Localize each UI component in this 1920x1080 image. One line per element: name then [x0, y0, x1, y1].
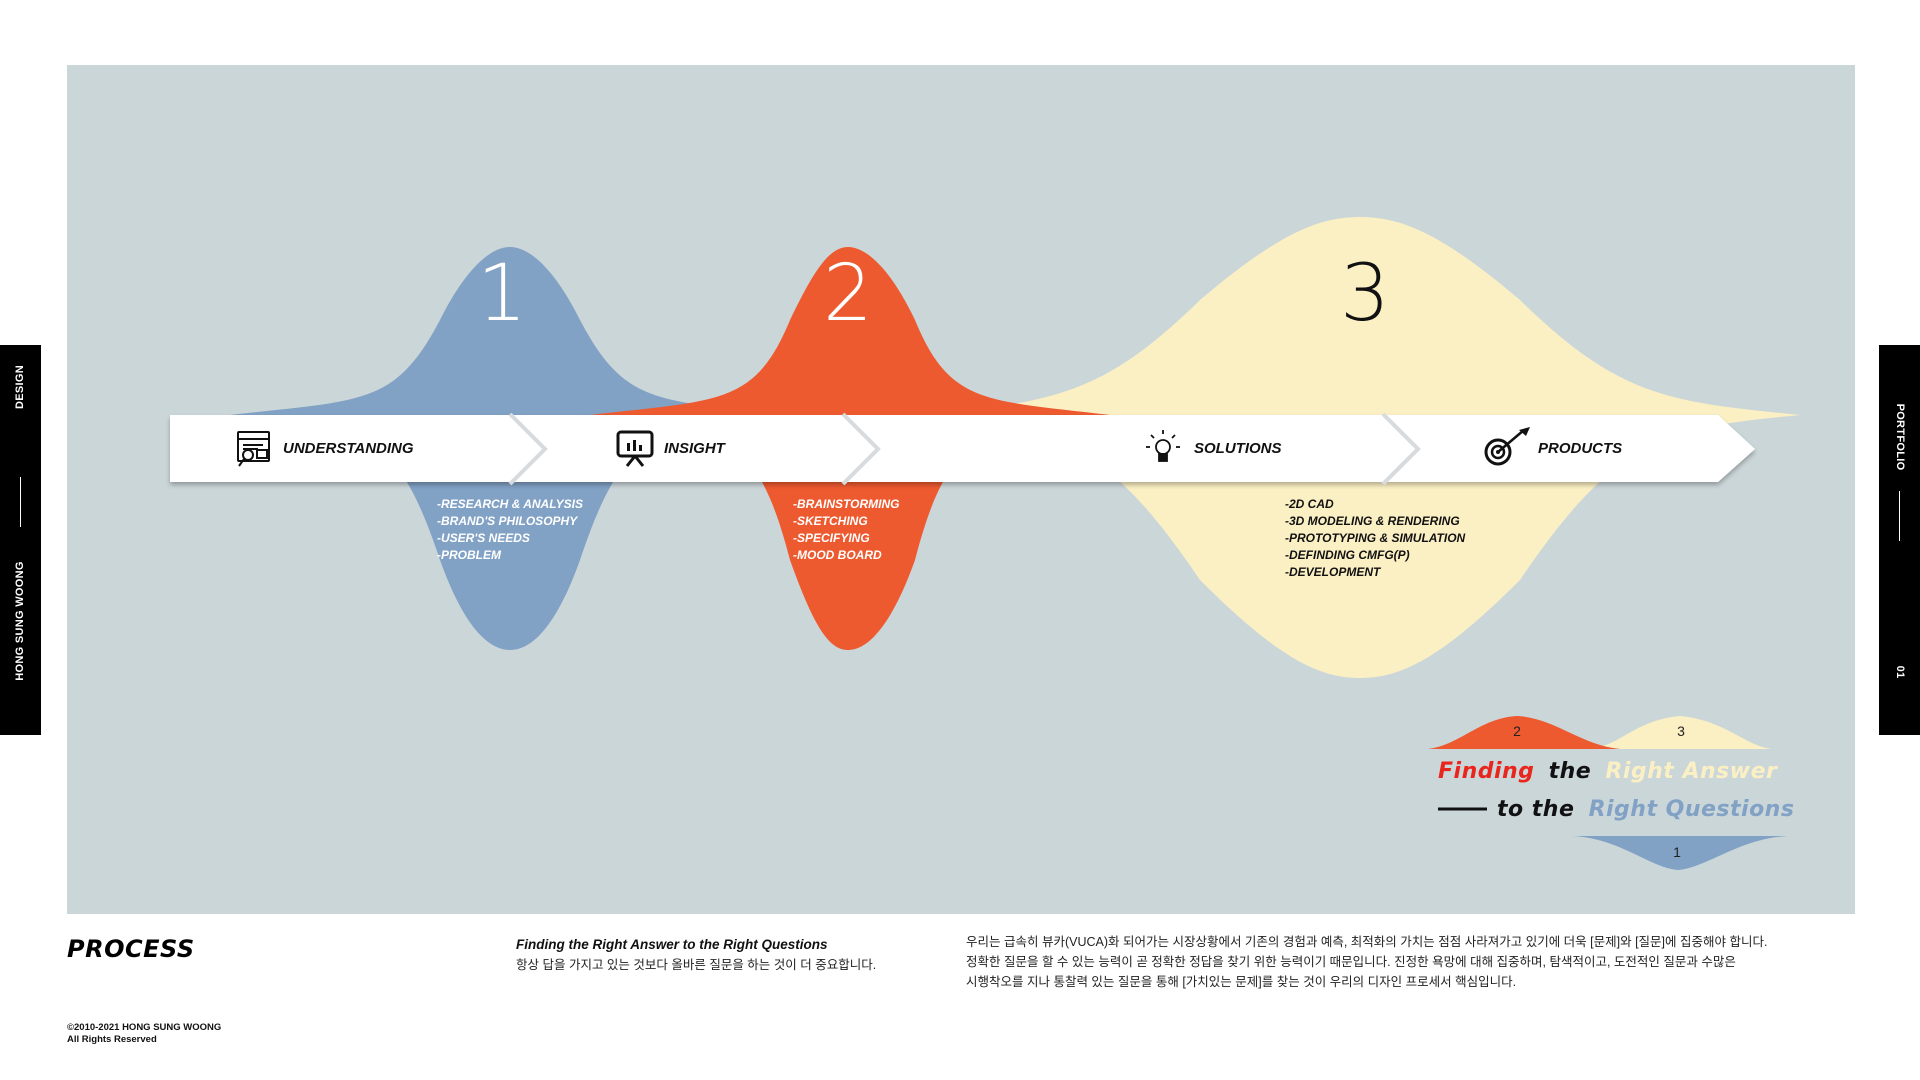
stage-number-1: 1	[477, 249, 527, 339]
stage-number-3: 3	[1340, 249, 1390, 339]
stage-number-2: 2	[823, 249, 873, 339]
stage-3-item: -PROTOTYPING & SIMULATION	[1285, 531, 1466, 545]
side-divider	[20, 477, 21, 527]
side-label-portfolio: PORTFOLIO	[1894, 403, 1906, 471]
lightbulb-icon	[1146, 430, 1180, 462]
browser-search-icon	[237, 431, 270, 467]
tagline-korean: 항상 답을 가지고 있는 것보다 올바른 질문을 하는 것이 더 중요합니다.	[516, 958, 877, 972]
stage-2-item: -SPECIFYING	[793, 531, 870, 545]
chevron-separator-3	[1381, 412, 1421, 486]
logo-word-right-answer: Right Answer	[1605, 759, 1778, 784]
copyright-line: All Rights Reserved	[67, 1034, 157, 1045]
logo-word-right-questions: Right Questions	[1589, 797, 1795, 822]
stage-3-item: -DEFINDING CMFG(P)	[1285, 548, 1410, 562]
page-title: PROCESS	[67, 935, 195, 963]
svg-text:to the Right Questions: to the Right Questions	[1497, 797, 1794, 822]
stage-1-item: -RESEARCH & ANALYSIS	[437, 497, 583, 511]
stage-3-item: -DEVELOPMENT	[1285, 565, 1382, 579]
body-text-line: 시행착오를 지나 통찰력 있는 질문을 통해 [가치있는 문제]를 찾는 것이 …	[966, 975, 1517, 989]
logo-cream-bump	[1590, 716, 1772, 749]
logo-word-finding: Finding	[1438, 759, 1534, 784]
side-divider	[1899, 491, 1900, 541]
side-label-design: DESIGN	[14, 365, 26, 409]
tagline-logo: 2 3 1 Finding the Right Answer to the Ri…	[1428, 716, 1794, 870]
stage-3-item: -2D CAD	[1285, 497, 1334, 511]
body-text-line: 정확한 질문을 할 수 있는 능력이 곧 정확한 정답을 찾기 위한 능력이기 …	[966, 955, 1736, 969]
process-arrow-band	[170, 415, 1755, 482]
logo-word-to-the: to the	[1497, 797, 1574, 822]
stage-label-understanding: UNDERSTANDING	[283, 440, 414, 457]
stage-3-item: -3D MODELING & RENDERING	[1285, 514, 1460, 528]
copyright-line: ©2010-2021 HONG SUNG WOONG	[67, 1022, 222, 1033]
logo-orange-bump	[1428, 716, 1620, 749]
stage-2-item: -BRAINSTORMING	[793, 497, 899, 511]
logo-number-1: 1	[1673, 844, 1681, 860]
tagline-english: Finding the Right Answer to the Right Qu…	[516, 937, 828, 952]
stage-label-solutions: SOLUTIONS	[1194, 440, 1282, 457]
presentation-board-icon	[616, 430, 654, 467]
right-side-tab: PORTFOLIO 01	[1879, 345, 1920, 735]
stage-2-item: -SKETCHING	[793, 514, 868, 528]
stage-1-item: -BRAND'S PHILOSOPHY	[437, 514, 578, 528]
logo-blue-bump	[1572, 836, 1788, 870]
body-text-line: 우리는 급속히 뷰카(VUCA)화 되어가는 시장상황에서 기존의 경험과 예측…	[966, 935, 1768, 949]
stage-2-item: -MOOD BOARD	[793, 548, 882, 562]
side-label-author: HONG SUNG WOONG	[14, 561, 26, 681]
logo-word-the: the	[1549, 759, 1592, 784]
logo-number-3: 3	[1677, 723, 1685, 739]
stage-label-products: PRODUCTS	[1538, 440, 1622, 457]
copyright: ©2010-2021 HONG SUNG WOONG All Rights Re…	[67, 1022, 221, 1046]
stage-1-item: -USER'S NEEDS	[437, 531, 530, 545]
logo-number-2: 2	[1513, 723, 1521, 739]
side-label-page-number: 01	[1894, 665, 1906, 679]
chevron-separator-1	[508, 412, 548, 486]
stage-1-item: -PROBLEM	[437, 548, 502, 562]
chevron-separator-2	[841, 412, 881, 486]
stage-label-insight: INSIGHT	[664, 440, 727, 457]
svg-text:Finding the Right: Finding the Right Answer	[1438, 759, 1778, 784]
target-arrow-icon	[1484, 427, 1530, 466]
left-side-tab: DESIGN HONG SUNG WOONG	[0, 345, 41, 735]
